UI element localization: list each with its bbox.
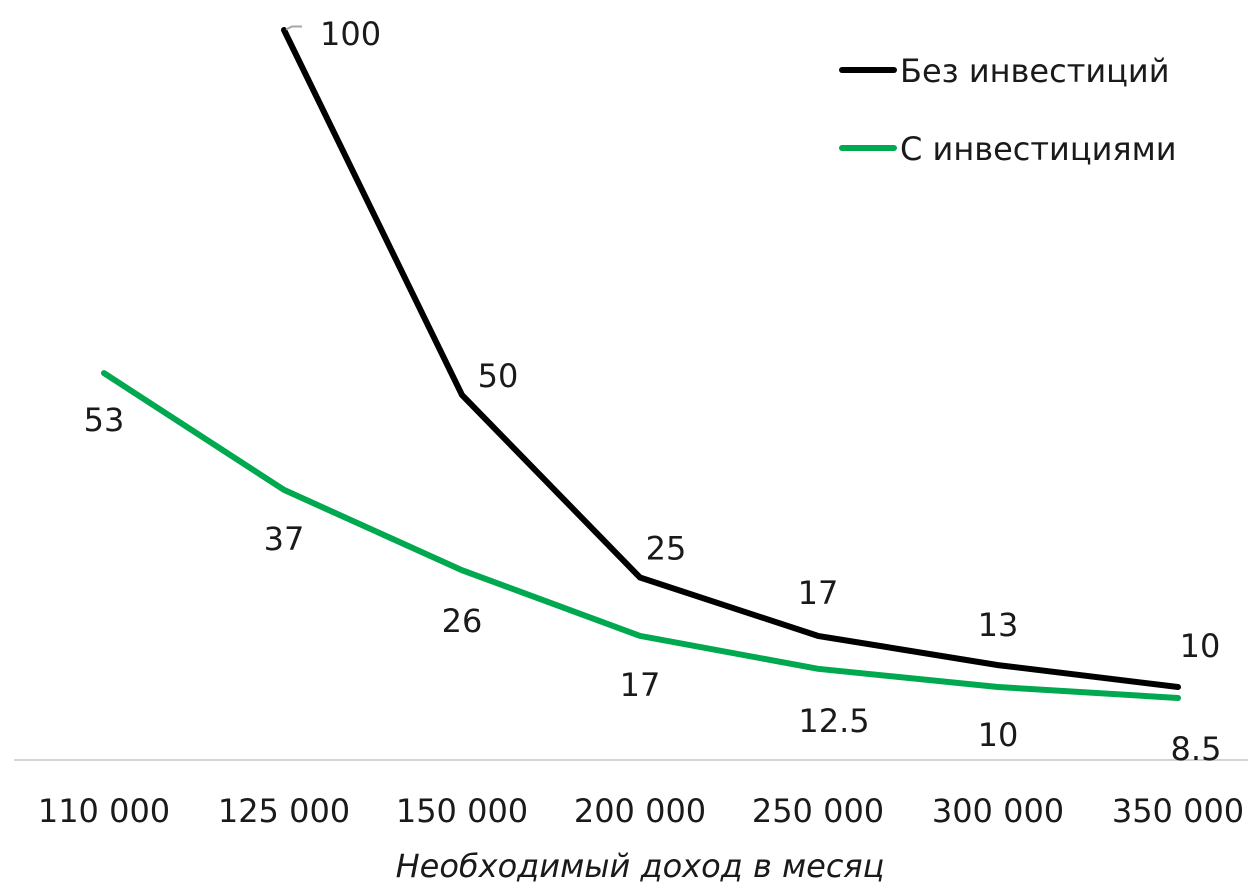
data-label: 12.5 <box>798 702 869 740</box>
x-tick-label: 150 000 <box>396 792 528 830</box>
data-label: 37 <box>264 520 305 558</box>
data-label: 100 <box>320 15 381 53</box>
data-label: 17 <box>798 574 839 612</box>
x-tick-label: 110 000 <box>38 792 170 830</box>
series-line-with-investments <box>101 370 1181 701</box>
legend-label: С инвестициями <box>900 130 1177 168</box>
legend-item: С инвестициями <box>839 130 1177 168</box>
series-line-no-investments <box>281 27 1181 690</box>
x-tick-label: 350 000 <box>1112 792 1244 830</box>
legend-label: Без инвестиций <box>900 52 1170 90</box>
legend-item: Без инвестиций <box>839 52 1170 90</box>
x-axis: 110 000 125 000 150 000 200 000 250 000 300 0… <box>14 759 1248 830</box>
data-label: 53 <box>84 401 125 439</box>
data-label: 26 <box>442 602 483 640</box>
series-layer <box>101 27 1181 701</box>
x-tick-label: 250 000 <box>752 792 884 830</box>
legend: Без инвестиций С инвестициями <box>839 52 1177 168</box>
data-label: 8.5 <box>1171 730 1222 768</box>
x-tick-label: 200 000 <box>574 792 706 830</box>
x-tick-label: 125 000 <box>218 792 350 830</box>
x-axis-title: Необходимый доход в месяц <box>396 847 885 885</box>
data-label: 10 <box>978 716 1019 754</box>
data-label: 10 <box>1180 627 1221 665</box>
data-label: 17 <box>620 666 661 704</box>
data-label: 50 <box>478 357 519 395</box>
data-label: 25 <box>646 530 687 568</box>
data-label-leader-line <box>285 25 302 31</box>
x-tick-label: 300 000 <box>932 792 1064 830</box>
data-label: 13 <box>978 606 1019 644</box>
data-labels: 100 50 25 17 13 10 53 37 26 17 12.5 10 8.5 <box>84 15 1222 768</box>
